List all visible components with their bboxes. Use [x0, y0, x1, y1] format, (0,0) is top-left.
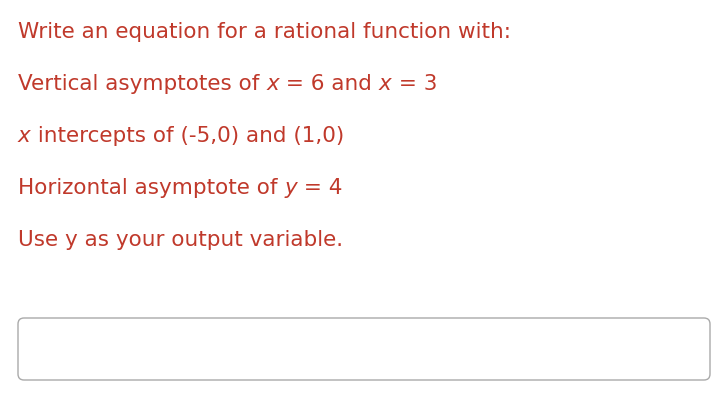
Text: Write an equation for a rational function with:: Write an equation for a rational functio… — [18, 22, 511, 42]
FancyBboxPatch shape — [18, 318, 710, 380]
Text: x: x — [379, 74, 392, 94]
Text: x: x — [266, 74, 279, 94]
Text: = 4: = 4 — [297, 178, 343, 198]
Text: Use y as your output variable.: Use y as your output variable. — [18, 230, 343, 250]
Text: Vertical asymptotes of: Vertical asymptotes of — [18, 74, 266, 94]
Text: = 3: = 3 — [392, 74, 437, 94]
Text: y: y — [285, 178, 297, 198]
Text: intercepts of (-5,0) and (1,0): intercepts of (-5,0) and (1,0) — [31, 126, 344, 146]
Text: Horizontal asymptote of: Horizontal asymptote of — [18, 178, 285, 198]
Text: x: x — [18, 126, 31, 146]
Text: = 6 and: = 6 and — [279, 74, 379, 94]
